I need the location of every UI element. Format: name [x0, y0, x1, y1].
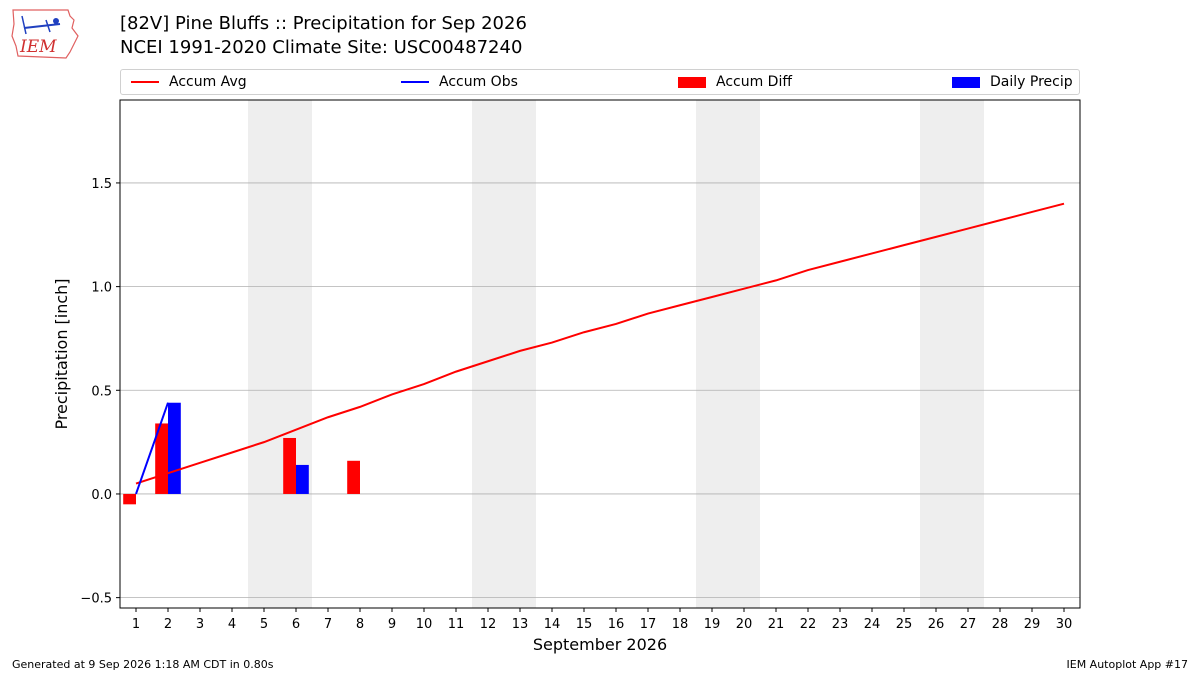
x-tick-label: 20 [736, 617, 753, 632]
weekend-shade-1 [472, 100, 536, 608]
legend-item-accum-diff: Accum Diff [678, 70, 792, 94]
y-tick-label: 1.5 [91, 177, 112, 192]
legend-item-accum-obs: Accum Obs [401, 70, 518, 94]
daily-precip-bar [168, 402, 181, 494]
weekend-shade-3 [920, 100, 984, 608]
x-tick-label: 11 [448, 617, 465, 632]
y-tick-label: −0.5 [80, 592, 112, 607]
weekend-shade-2 [696, 100, 760, 608]
x-tick-label: 23 [832, 617, 849, 632]
x-tick-label: 3 [196, 617, 204, 632]
y-axis-label: Precipitation [inch] [52, 278, 71, 429]
x-axis-label: September 2026 [533, 635, 667, 654]
x-tick-label: 1 [132, 617, 140, 632]
x-tick-label: 22 [800, 617, 817, 632]
legend-swatch-accum-avg [131, 81, 159, 83]
x-tick-label: 25 [896, 617, 913, 632]
legend-swatch-daily-precip [952, 76, 980, 88]
legend-item-accum-avg: Accum Avg [131, 70, 247, 94]
x-tick-label: 7 [324, 617, 332, 632]
legend-label-accum-avg: Accum Avg [169, 74, 247, 90]
x-tick-label: 9 [388, 617, 396, 632]
x-tick-label: 4 [228, 617, 236, 632]
iem-logo: IEM [11, 9, 79, 59]
plot-frame [119, 99, 1081, 609]
accum-diff-bar [347, 460, 360, 494]
x-tick-label: 13 [512, 617, 529, 632]
x-tick-label: 12 [480, 617, 497, 632]
accum-avg-line [135, 202, 1065, 485]
legend-swatch-accum-obs [401, 81, 429, 83]
x-tick-label: 29 [1024, 617, 1041, 632]
title-line-1: [82V] Pine Bluffs :: Precipitation for S… [120, 13, 527, 34]
legend-label-accum-diff: Accum Diff [716, 74, 793, 90]
x-tick-label: 28 [992, 617, 1009, 632]
x-tick-label: 18 [672, 617, 689, 632]
x-tick-label: 21 [768, 617, 785, 632]
footer-generated: Generated at 9 Sep 2026 1:18 AM CDT in 0… [12, 658, 274, 671]
x-tick-label: 16 [608, 617, 625, 632]
x-tick-label: 17 [640, 617, 657, 632]
chart-title: [82V] Pine Bluffs :: Precipitation for S… [120, 12, 527, 60]
accum-diff-bar [283, 437, 296, 494]
y-tick-label: 0.0 [91, 488, 112, 503]
legend: Accum Avg Accum Obs Accum Diff Daily Pre… [120, 69, 1080, 95]
y-tick-label: 1.0 [91, 281, 112, 296]
legend-label-accum-obs: Accum Obs [439, 74, 518, 90]
accum-diff-bar [123, 493, 136, 505]
x-tick-label: 8 [356, 617, 364, 632]
x-tick-label: 30 [1056, 617, 1073, 632]
x-tick-label: 10 [416, 617, 433, 632]
footer-app: IEM Autoplot App #17 [1066, 658, 1189, 671]
x-tick-label: 19 [704, 617, 721, 632]
legend-item-daily-precip: Daily Precip [952, 70, 1073, 94]
x-tick-label: 26 [928, 617, 945, 632]
weekend-shade-0 [248, 100, 312, 608]
x-tick-label: 14 [544, 617, 561, 632]
x-tick-label: 5 [260, 617, 268, 632]
x-tick-label: 24 [864, 617, 881, 632]
daily-precip-bar [296, 464, 309, 494]
logo-text: IEM [19, 37, 57, 57]
legend-label-daily-precip: Daily Precip [990, 74, 1073, 90]
x-tick-label: 15 [576, 617, 593, 632]
accum-obs-line [135, 402, 169, 495]
x-tick-label: 27 [960, 617, 977, 632]
title-line-2: NCEI 1991-2020 Climate Site: USC00487240 [120, 37, 523, 58]
legend-swatch-accum-diff [678, 76, 706, 88]
x-tick-label: 2 [164, 617, 172, 632]
y-tick-label: 0.5 [91, 384, 112, 399]
x-tick-label: 6 [292, 617, 300, 632]
